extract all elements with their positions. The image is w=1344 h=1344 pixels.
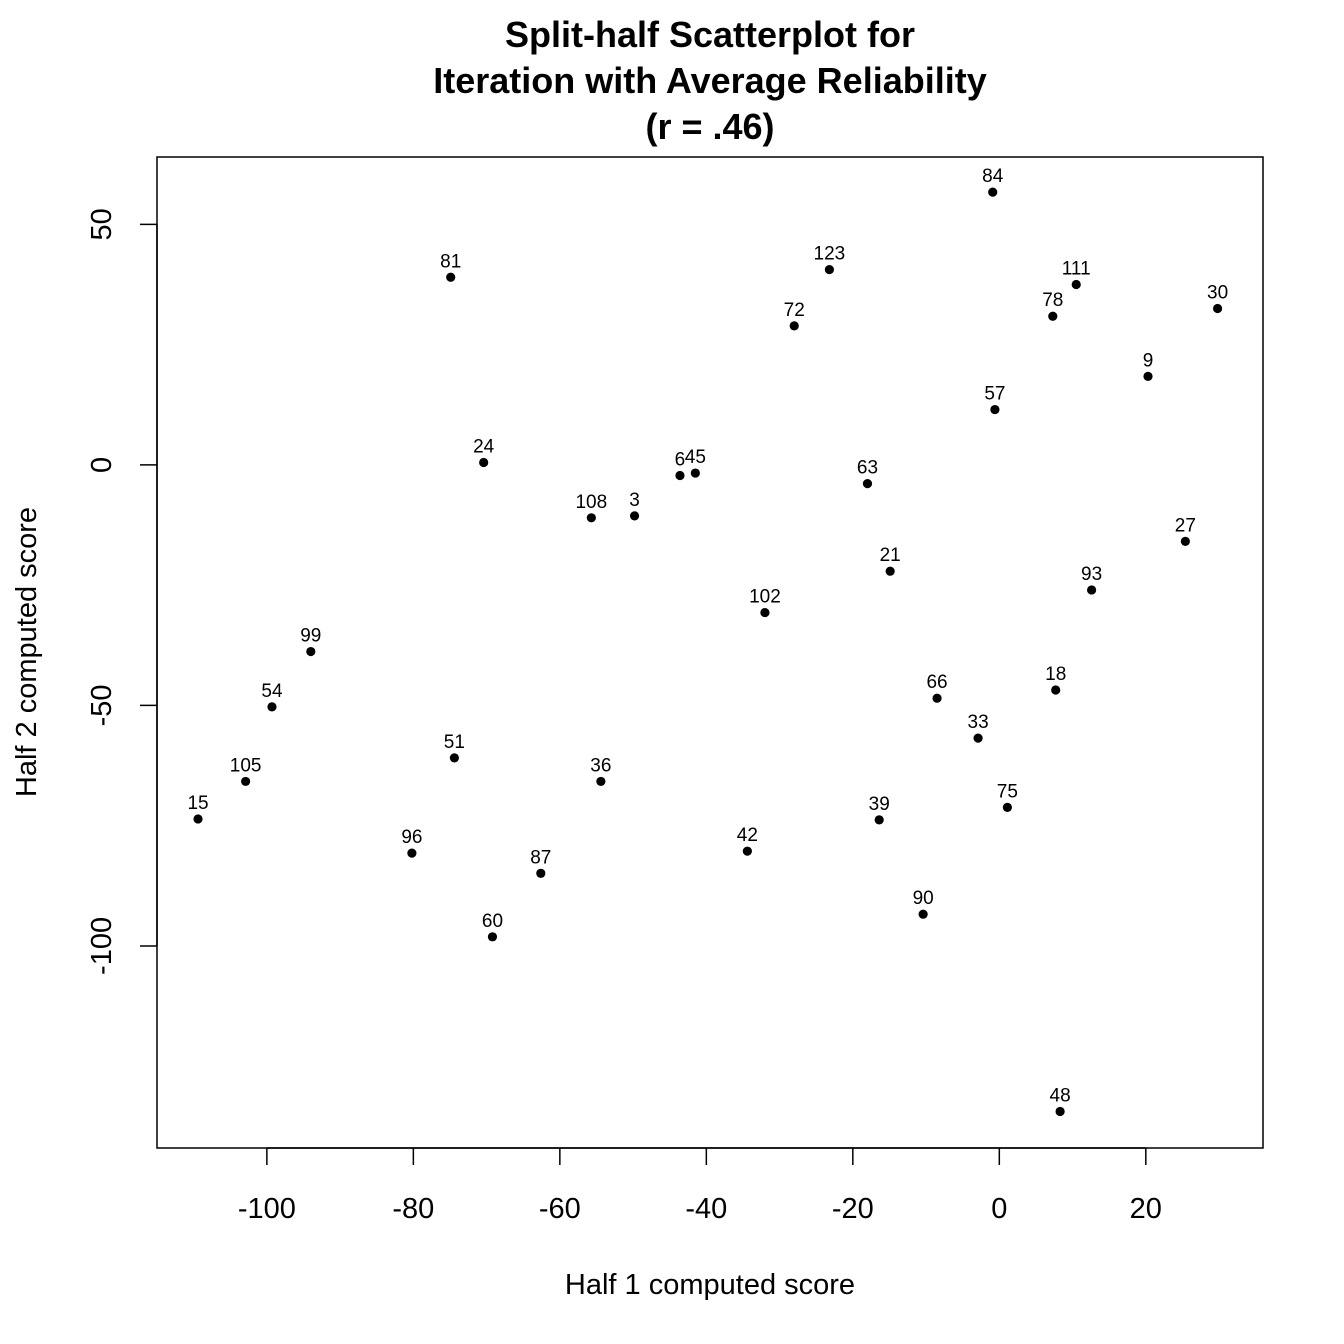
data-point-63 [862, 479, 873, 489]
data-point-label-42: 42 [737, 825, 758, 846]
data-point-label-81: 81 [440, 251, 461, 272]
data-point-label-51: 51 [444, 732, 465, 753]
data-point-label-24: 24 [473, 436, 495, 457]
data-point-label-111: 111 [1062, 258, 1091, 279]
data-point-label-66: 66 [926, 672, 947, 693]
data-point-75 [1002, 802, 1012, 813]
y-tick-label: -100 [86, 917, 118, 975]
data-point-label-18: 18 [1045, 664, 1066, 685]
data-point-label-27: 27 [1175, 515, 1196, 536]
data-point-9 [1143, 371, 1153, 381]
data-point-label-45: 45 [685, 447, 706, 468]
data-point-label-96: 96 [401, 827, 422, 848]
data-point-label-6: 6 [675, 449, 686, 470]
x-tick-label: 20 [1130, 1193, 1162, 1225]
y-tick-label: 50 [86, 208, 118, 240]
data-point-label-33: 33 [968, 712, 989, 733]
data-point-123 [824, 264, 834, 275]
data-point-33 [973, 733, 983, 743]
data-point-label-63: 63 [857, 458, 878, 479]
data-point-label-75: 75 [997, 781, 1018, 802]
data-point-label-30: 30 [1207, 283, 1228, 304]
data-point-label-108: 108 [575, 492, 607, 513]
y-axis: -100 -50 0 50 [86, 208, 158, 975]
data-point-label-72: 72 [784, 300, 805, 321]
x-tick-label: -60 [539, 1193, 581, 1225]
x-axis-label: Half 1 computed score [565, 1269, 855, 1301]
chart-title-line-2: Iteration with Average Reliability [433, 60, 986, 101]
data-point-label-9: 9 [1143, 350, 1154, 371]
data-point-label-57: 57 [984, 384, 1005, 405]
x-tick-label: -80 [392, 1193, 434, 1225]
data-point-label-15: 15 [187, 793, 208, 814]
data-point-54 [267, 702, 277, 712]
data-point-15 [193, 814, 203, 824]
data-point-label-123: 123 [814, 244, 846, 265]
chart-title-line-1: Split-half Scatterplot for [505, 14, 915, 55]
data-point-label-60: 60 [482, 911, 503, 932]
data-point-78 [1048, 311, 1058, 321]
data-point-105 [241, 776, 251, 787]
data-point-48 [1055, 1106, 1065, 1117]
y-tick-label: 0 [86, 457, 118, 473]
data-point-39 [874, 815, 884, 825]
data-point-label-54: 54 [261, 681, 283, 702]
data-point-labels: 84 123 111 81 30 78 72 9 57 24 6 45 63 108 3 27 21 93 102 9… [187, 166, 1228, 1106]
data-point-72 [789, 321, 799, 331]
data-point-24 [479, 457, 489, 468]
data-point-label-78: 78 [1042, 290, 1063, 311]
data-point-108 [586, 513, 596, 523]
data-point-3 [629, 511, 640, 521]
data-point-102 [760, 607, 770, 618]
chart-title-line-3: (r = .46) [645, 106, 774, 147]
data-point-label-48: 48 [1050, 1085, 1071, 1106]
data-point-label-21: 21 [880, 545, 901, 566]
data-point-84 [988, 187, 998, 197]
data-point-18 [1051, 685, 1061, 695]
data-point-42 [742, 846, 752, 856]
x-tick-label: -40 [685, 1193, 727, 1225]
data-point-label-84: 84 [982, 166, 1004, 187]
data-point-label-99: 99 [300, 626, 321, 647]
data-point-36 [596, 776, 606, 787]
data-point-label-102: 102 [749, 587, 781, 608]
data-point-57 [990, 404, 1000, 415]
data-point-6 [675, 470, 685, 481]
data-point-66 [932, 693, 942, 703]
data-points [193, 187, 1223, 1117]
data-point-93 [1087, 585, 1097, 595]
data-point-21 [885, 566, 895, 576]
data-point-51 [449, 753, 459, 763]
data-point-label-87: 87 [530, 847, 551, 868]
y-axis-label: Half 2 computed score [11, 507, 43, 797]
data-point-87 [536, 868, 546, 878]
data-point-30 [1212, 303, 1223, 314]
data-point-label-3: 3 [629, 490, 640, 511]
x-tick-label: -20 [832, 1193, 874, 1225]
x-tick-label: -100 [238, 1193, 296, 1225]
data-point-label-36: 36 [590, 755, 611, 776]
x-tick-label: 0 [991, 1193, 1007, 1225]
x-axis: -100 -80 -60 -40 -20 0 20 [238, 1147, 1162, 1225]
data-point-label-105: 105 [230, 755, 262, 776]
data-point-81 [446, 272, 456, 282]
data-point-99 [306, 646, 316, 657]
data-point-90 [918, 909, 928, 919]
data-point-label-39: 39 [869, 794, 890, 815]
y-tick-label: -50 [86, 684, 118, 726]
data-point-60 [487, 932, 498, 942]
data-point-45 [690, 468, 700, 478]
data-point-111 [1071, 279, 1081, 290]
data-point-label-90: 90 [913, 888, 934, 909]
data-point-96 [407, 848, 417, 858]
data-point-label-93: 93 [1081, 564, 1102, 585]
data-point-27 [1180, 536, 1190, 546]
